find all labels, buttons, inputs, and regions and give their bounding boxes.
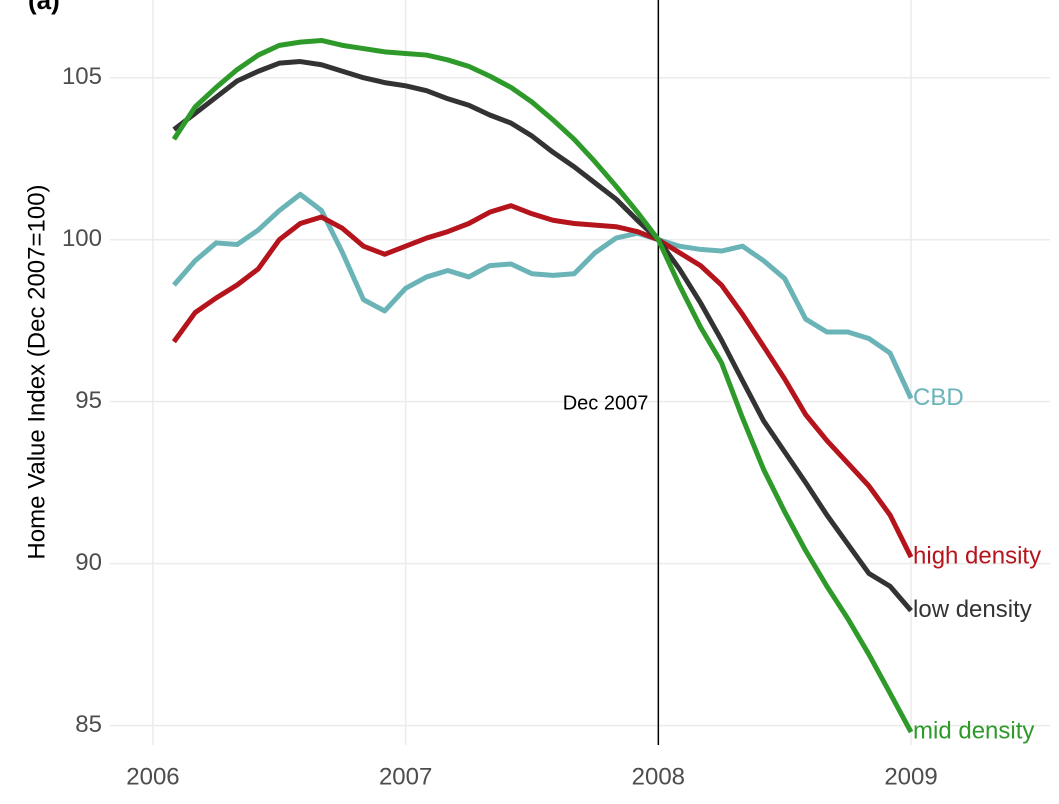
series-label: low density	[913, 596, 1032, 623]
y-tick-label: 95	[75, 387, 102, 414]
y-tick-label: 100	[62, 225, 102, 252]
y-tick-label: 90	[75, 549, 102, 576]
y-axis-title: Home Value Index (Dec 2007=100)	[23, 184, 50, 559]
series-line	[172, 191, 914, 400]
series-line	[171, 37, 914, 734]
series-label: high density	[913, 542, 1041, 569]
series-label: mid density	[913, 717, 1034, 744]
x-tick-label: 2007	[379, 763, 432, 790]
series-line	[171, 203, 914, 559]
series-line	[172, 59, 913, 613]
x-tick-label: 2008	[632, 763, 685, 790]
x-tick-label: 2006	[126, 763, 179, 790]
y-tick-label: 105	[62, 63, 102, 90]
reference-label: Dec 2007	[563, 392, 649, 414]
series-label: CBD	[913, 384, 964, 411]
y-tick-label: 85	[75, 711, 102, 738]
x-tick-label: 2009	[884, 763, 937, 790]
chart-title: (a)	[28, 0, 60, 15]
